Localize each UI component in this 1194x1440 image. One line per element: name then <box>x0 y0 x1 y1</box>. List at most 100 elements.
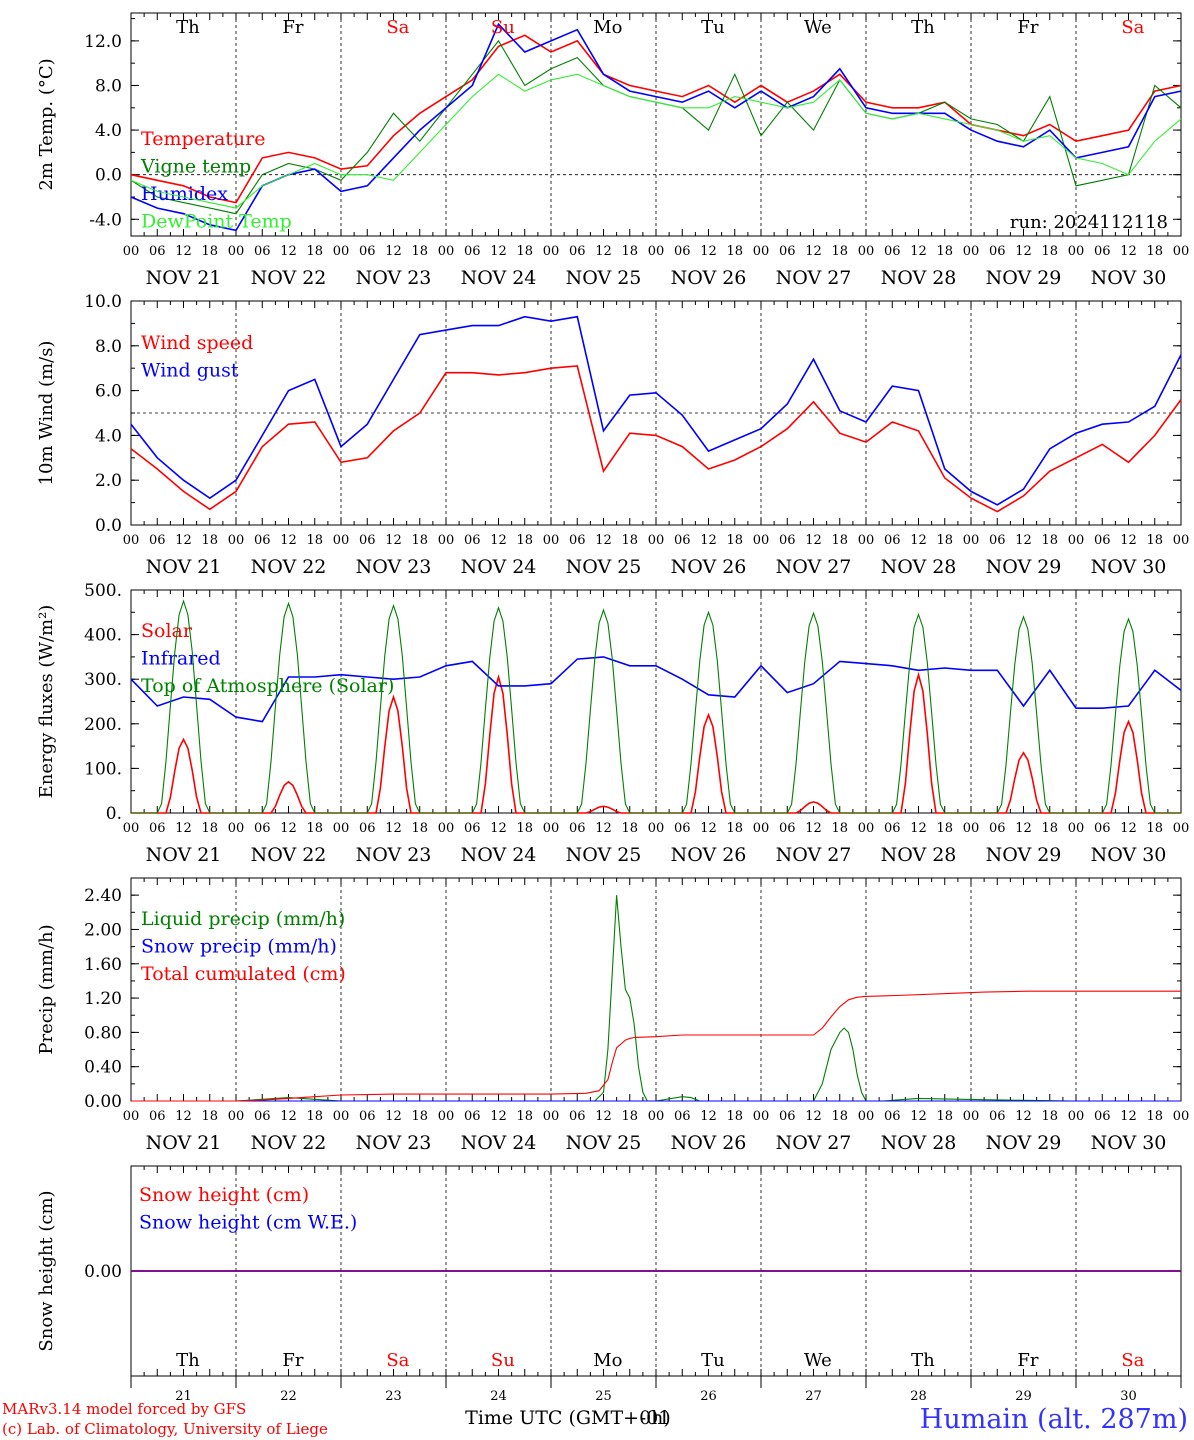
y-tick-label: 500. <box>84 581 122 601</box>
hour-label: 18 <box>621 1109 638 1124</box>
date-label: NOV 22 <box>251 556 327 578</box>
y-tick-label: 4.0 <box>95 426 122 446</box>
day-number: 24 <box>490 1389 507 1404</box>
day-number: 21 <box>175 1389 192 1404</box>
hour-label: 12 <box>1120 244 1137 259</box>
panel-1: -4.0 0.0 4.0 8.0 12.0 2m Temp. (°C) Temperatur… <box>36 12 1189 289</box>
hour-label: 18 <box>306 821 323 836</box>
hour-label: 18 <box>516 533 533 548</box>
hour-label: 12 <box>175 533 192 548</box>
date-label: NOV 26 <box>671 556 747 578</box>
hour-label: 00 <box>333 821 350 836</box>
hour-label: 18 <box>201 244 218 259</box>
hour-label: 18 <box>726 533 743 548</box>
hour-label: 18 <box>411 821 428 836</box>
x-axis-overlay-label: -01 <box>640 1407 671 1429</box>
hour-label: 06 <box>254 533 271 548</box>
series-line-1 <box>130 34 1182 204</box>
legend-entry: Vigne temp <box>140 156 251 178</box>
hour-label: 12 <box>700 821 717 836</box>
y-tick-label: 0.40 <box>84 1058 122 1078</box>
hour-label: 00 <box>963 533 980 548</box>
day-number: 25 <box>595 1389 612 1404</box>
y-axis-label: Precip (mm/h) <box>36 924 57 1054</box>
date-label: NOV 29 <box>986 1132 1062 1154</box>
hour-label: 18 <box>831 1109 848 1124</box>
hour-label: 12 <box>595 1109 612 1124</box>
hour-label: 06 <box>884 244 901 259</box>
hour-label: 00 <box>438 1109 455 1124</box>
day-name: Su <box>491 17 515 38</box>
hour-label: 06 <box>464 1109 481 1124</box>
hour-label: 12 <box>490 1109 507 1124</box>
station-name: Humain (alt. 287m) <box>920 1404 1188 1435</box>
date-label: NOV 23 <box>356 556 432 578</box>
date-label: NOV 30 <box>1091 1132 1167 1154</box>
hour-label: 06 <box>464 821 481 836</box>
y-tick-label: 2.0 <box>95 471 122 491</box>
y-tick-label: 1.20 <box>84 989 122 1009</box>
date-label: NOV 23 <box>356 844 432 866</box>
date-label: NOV 29 <box>986 267 1062 289</box>
hour-label: 00 <box>858 244 875 259</box>
series-line-3 <box>131 599 1181 814</box>
date-label: NOV 25 <box>566 267 642 289</box>
y-tick-label: 0.00 <box>84 1262 122 1282</box>
run-annotation: run: 2024112118 <box>1010 212 1168 233</box>
series-line-4 <box>130 73 1182 209</box>
hour-label: 00 <box>333 533 350 548</box>
hour-label: 00 <box>858 821 875 836</box>
hour-label: 12 <box>595 821 612 836</box>
hour-label: 06 <box>569 821 586 836</box>
hour-label: 06 <box>674 533 691 548</box>
hour-label: 18 <box>621 533 638 548</box>
hour-label: 06 <box>359 533 376 548</box>
hour-label: 12 <box>1120 821 1137 836</box>
day-name: Sa <box>1121 1350 1144 1371</box>
hour-label: 06 <box>989 533 1006 548</box>
legend-entry: Top of Atmosphere (Solar) <box>141 675 394 697</box>
day-name: Sa <box>1121 17 1144 38</box>
date-label: NOV 28 <box>881 267 957 289</box>
hour-label: 06 <box>884 1109 901 1124</box>
date-label: NOV 22 <box>251 844 327 866</box>
y-tick-label: 8.0 <box>95 76 122 96</box>
hour-label: 18 <box>1146 244 1163 259</box>
hour-label: 00 <box>543 821 560 836</box>
hour-label: 00 <box>333 1109 350 1124</box>
hour-label: 06 <box>149 533 166 548</box>
date-label: NOV 28 <box>881 844 957 866</box>
date-label: NOV 27 <box>776 267 852 289</box>
hour-label: 00 <box>753 821 770 836</box>
hour-label: 12 <box>805 244 822 259</box>
day-name: Fr <box>282 17 303 38</box>
y-tick-label: 0.0 <box>95 166 122 186</box>
hour-label: 18 <box>726 821 743 836</box>
hour-label: 18 <box>936 244 953 259</box>
panel-4: 0.00 0.40 0.80 1.20 1.60 2.00 2.40 Precip (mm/h… <box>36 877 1189 1154</box>
hour-label: 12 <box>1015 244 1032 259</box>
legend-entry: Total cumulated (cm) <box>141 963 346 985</box>
hour-label: 18 <box>936 533 953 548</box>
hour-label: 00 <box>228 533 245 548</box>
x-axis-title: Time UTC (GMT+0h) <box>465 1407 671 1429</box>
hour-label: 06 <box>779 1109 796 1124</box>
hour-label: 18 <box>831 821 848 836</box>
hour-label: 12 <box>700 244 717 259</box>
date-label: NOV 26 <box>671 267 747 289</box>
hour-label: 06 <box>989 244 1006 259</box>
day-number: 30 <box>1120 1389 1137 1404</box>
legend-entry: Temperature <box>141 128 265 150</box>
hour-label: 00 <box>1068 533 1085 548</box>
hour-label: 18 <box>516 244 533 259</box>
hour-label: 18 <box>306 1109 323 1124</box>
day-name: Fr <box>282 1350 303 1371</box>
hour-label: 12 <box>490 821 507 836</box>
hour-label: 00 <box>333 244 350 259</box>
hour-label: 12 <box>595 244 612 259</box>
legend-entry: Wind speed <box>141 332 253 354</box>
legend-entry: Snow height (cm W.E.) <box>139 1212 357 1234</box>
hour-label: 18 <box>201 1109 218 1124</box>
hour-label: 12 <box>1120 1109 1137 1124</box>
